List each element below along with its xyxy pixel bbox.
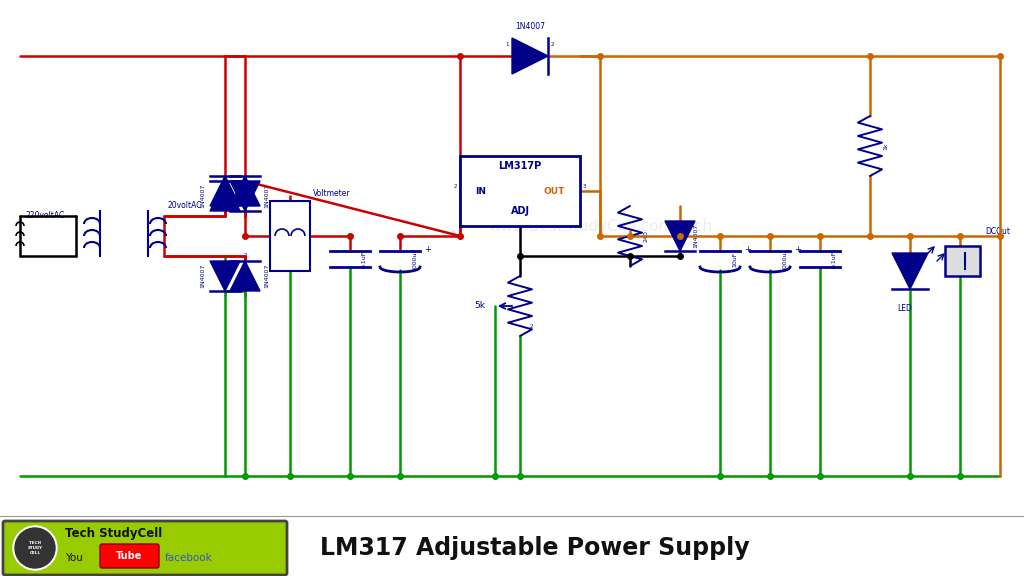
- Text: 1: 1: [678, 239, 682, 244]
- Text: ADJ: ADJ: [511, 206, 529, 216]
- Text: 2: 2: [530, 324, 534, 328]
- Text: OUT: OUT: [544, 187, 565, 195]
- Text: 10uF: 10uF: [732, 251, 737, 267]
- Polygon shape: [210, 181, 240, 211]
- FancyBboxPatch shape: [100, 544, 159, 568]
- Text: 0.1uF: 0.1uF: [831, 251, 837, 268]
- Text: LM317P: LM317P: [499, 161, 542, 171]
- Text: facebook: facebook: [165, 553, 213, 563]
- Text: Voltmeter: Voltmeter: [313, 188, 350, 198]
- Text: 3: 3: [583, 184, 587, 188]
- Text: 240: 240: [643, 230, 648, 242]
- Text: 2: 2: [244, 212, 247, 217]
- Polygon shape: [512, 38, 548, 74]
- Text: Tech StudyCell: Tech StudyCell: [65, 528, 162, 540]
- Text: 1: 1: [223, 175, 226, 180]
- Text: LM317 Adjustable Power Supply: LM317 Adjustable Power Supply: [319, 536, 750, 560]
- Polygon shape: [892, 253, 928, 289]
- Text: +: +: [795, 245, 802, 255]
- Text: 1: 1: [244, 180, 247, 185]
- Polygon shape: [210, 176, 240, 206]
- Text: +: +: [425, 245, 431, 255]
- Text: 1N4007: 1N4007: [264, 264, 269, 288]
- Polygon shape: [230, 181, 260, 211]
- FancyBboxPatch shape: [3, 521, 287, 575]
- Polygon shape: [665, 221, 695, 251]
- Text: 1: 1: [506, 42, 509, 47]
- Text: 1: 1: [518, 231, 522, 236]
- Text: 2: 2: [551, 42, 555, 47]
- FancyBboxPatch shape: [270, 201, 310, 271]
- Text: 1: 1: [223, 260, 226, 265]
- Text: 1N4007: 1N4007: [264, 184, 269, 208]
- Circle shape: [13, 526, 57, 570]
- Text: 220voltAC: 220voltAC: [25, 211, 65, 221]
- Text: 5k: 5k: [474, 301, 485, 310]
- Text: DCOut: DCOut: [985, 226, 1010, 236]
- Text: 0.1uF: 0.1uF: [362, 251, 367, 268]
- Text: 2: 2: [244, 253, 247, 258]
- Text: 2: 2: [454, 184, 457, 188]
- Circle shape: [15, 528, 55, 568]
- Text: IN: IN: [475, 187, 486, 195]
- Text: 1N4007: 1N4007: [693, 224, 698, 248]
- Text: 2: 2: [223, 209, 226, 214]
- FancyBboxPatch shape: [460, 156, 580, 226]
- Text: LED: LED: [898, 304, 912, 313]
- Text: www.BestStudyCell.com/tech: www.BestStudyCell.com/tech: [488, 218, 712, 233]
- Polygon shape: [230, 261, 260, 291]
- Text: 2: 2: [678, 248, 682, 253]
- Text: Tube: Tube: [116, 551, 142, 561]
- Text: 1k: 1k: [883, 142, 888, 150]
- Polygon shape: [230, 176, 260, 206]
- Text: TECH
STUDY
CELL: TECH STUDY CELL: [28, 541, 43, 555]
- Text: 1000uF: 1000uF: [412, 248, 417, 271]
- Text: 1N4007: 1N4007: [201, 184, 206, 208]
- Text: You: You: [65, 553, 83, 563]
- Text: 1: 1: [244, 287, 247, 292]
- Text: 1N4007: 1N4007: [201, 264, 206, 288]
- Text: 20voltAC: 20voltAC: [168, 202, 203, 210]
- Text: 1N4007: 1N4007: [515, 22, 545, 31]
- Text: 1000uF: 1000uF: [782, 248, 787, 271]
- Polygon shape: [210, 261, 240, 291]
- Text: +: +: [744, 245, 752, 255]
- FancyBboxPatch shape: [945, 246, 980, 276]
- Text: 2: 2: [223, 292, 226, 297]
